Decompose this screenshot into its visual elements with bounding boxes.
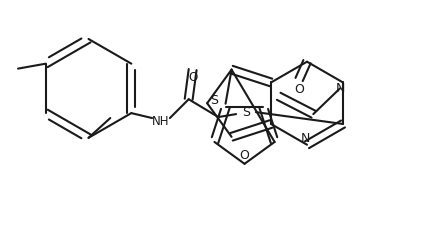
- Text: O: O: [294, 83, 304, 96]
- Text: S: S: [210, 94, 218, 107]
- Text: O: O: [240, 149, 249, 163]
- Text: O: O: [188, 71, 197, 84]
- Text: N: N: [301, 132, 310, 145]
- Text: S: S: [242, 106, 250, 119]
- Text: N: N: [335, 82, 345, 95]
- Text: NH: NH: [152, 114, 170, 128]
